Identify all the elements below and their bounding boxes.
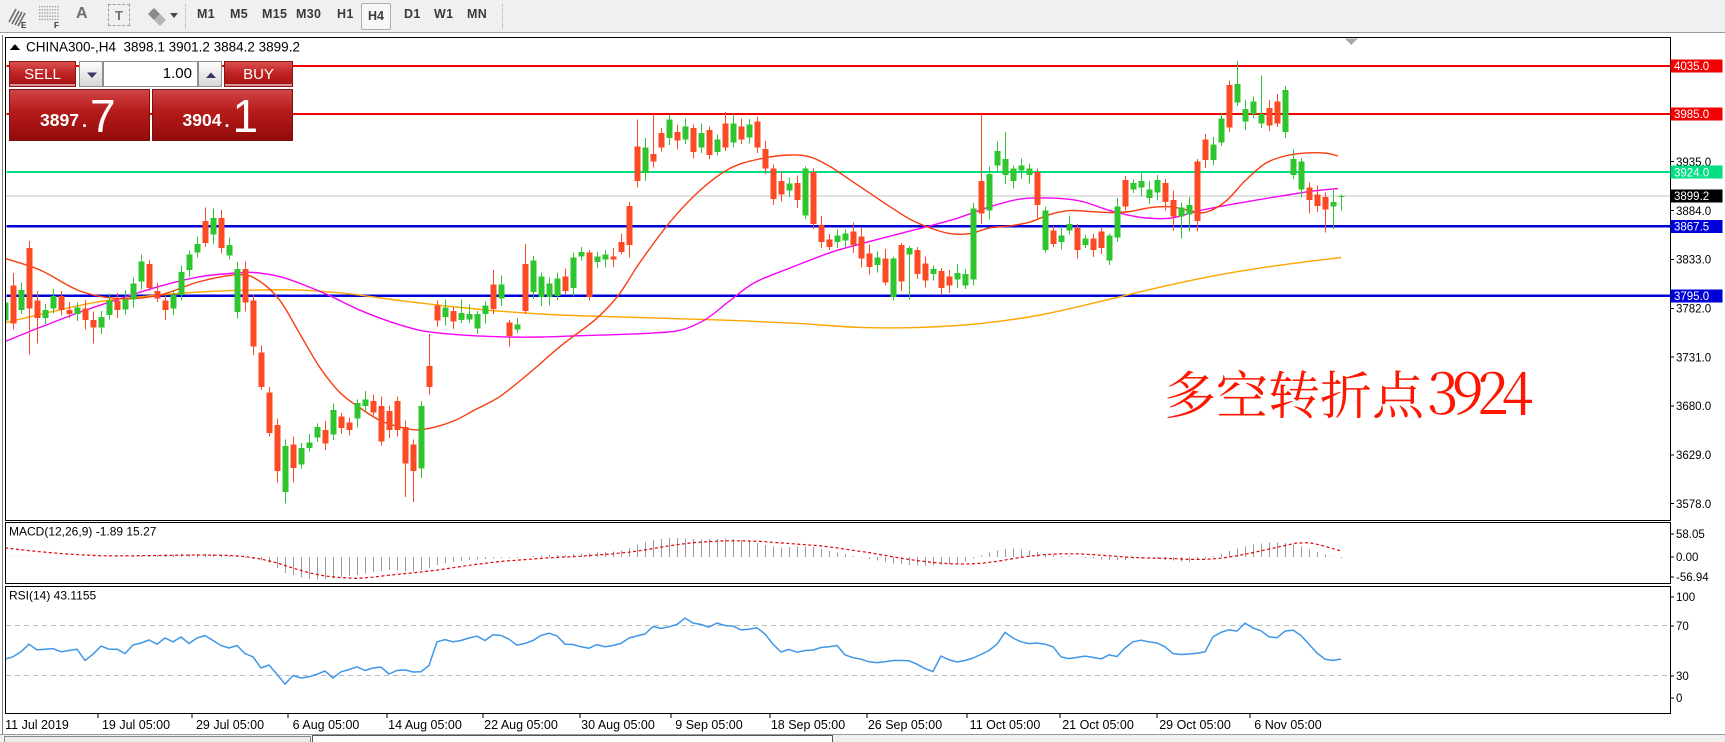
svg-text:0.00: 0.00 [1676,552,1698,564]
svg-text:100: 100 [1676,592,1695,604]
svg-text:6 Nov 05:00: 6 Nov 05:00 [1254,718,1321,732]
svg-text:3680.0: 3680.0 [1676,401,1711,413]
svg-text:E: E [21,21,27,30]
svg-text:58.05: 58.05 [1676,529,1705,541]
svg-text:3924.0: 3924.0 [1674,167,1709,179]
svg-text:3629.0: 3629.0 [1676,450,1711,462]
svg-text:11 Oct 05:00: 11 Oct 05:00 [970,718,1041,732]
svg-text:70: 70 [1676,621,1689,633]
svg-text:3867.5: 3867.5 [1674,222,1709,234]
svg-text:CHINA300-,H4 3898.1 3901.2 38: CHINA300-,H4 3898.1 3901.2 3884.2 3899.2 [26,40,300,55]
svg-text:18 Sep 05:00: 18 Sep 05:00 [771,718,845,732]
svg-text:3985.0: 3985.0 [1674,109,1709,121]
svg-text:0: 0 [1676,693,1682,705]
svg-text:-56.94: -56.94 [1676,572,1709,584]
svg-text:21 Oct 05:00: 21 Oct 05:00 [1062,718,1134,732]
svg-text:19 Jul 05:00: 19 Jul 05:00 [102,718,170,732]
svg-text:RSI(14) 43.1155: RSI(14) 43.1155 [9,589,96,603]
svg-text:30: 30 [1676,671,1689,683]
svg-text:3899.2: 3899.2 [1674,191,1709,203]
svg-text:6 Aug 05:00: 6 Aug 05:00 [293,718,360,732]
svg-text:29 Jul 05:00: 29 Jul 05:00 [196,718,264,732]
svg-text:3731.0: 3731.0 [1676,352,1711,364]
svg-text:9 Sep 05:00: 9 Sep 05:00 [675,718,742,732]
svg-text:3578.0: 3578.0 [1676,499,1711,511]
svg-text:22 Aug 05:00: 22 Aug 05:00 [484,718,558,732]
svg-text:3833.0: 3833.0 [1676,255,1711,267]
svg-text:30 Aug 05:00: 30 Aug 05:00 [581,718,655,732]
svg-text:29 Oct 05:00: 29 Oct 05:00 [1159,718,1231,732]
svg-text:26 Sep 05:00: 26 Sep 05:00 [868,718,942,732]
svg-text:MACD(12,26,9) -1.89 15.27: MACD(12,26,9) -1.89 15.27 [9,525,157,539]
svg-text:11 Jul 2019: 11 Jul 2019 [5,718,69,732]
svg-text:4035.0: 4035.0 [1674,61,1709,73]
svg-text:3782.0: 3782.0 [1676,304,1711,316]
svg-text:3795.0: 3795.0 [1674,291,1709,303]
svg-text:14 Aug 05:00: 14 Aug 05:00 [388,718,462,732]
svg-text:3884.0: 3884.0 [1676,206,1711,218]
svg-text:F: F [54,21,59,30]
